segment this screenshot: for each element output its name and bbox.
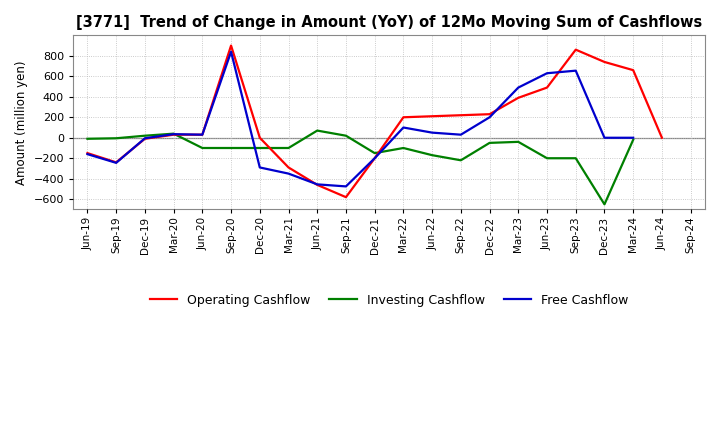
Operating Cashflow xyxy=(428,114,436,119)
Free Cashflow xyxy=(256,165,264,170)
Operating Cashflow xyxy=(399,115,408,120)
Investing Cashflow xyxy=(629,137,637,143)
Investing Cashflow xyxy=(341,133,350,138)
Investing Cashflow xyxy=(112,136,120,141)
Line: Operating Cashflow: Operating Cashflow xyxy=(87,46,662,197)
Operating Cashflow xyxy=(657,135,666,140)
Investing Cashflow xyxy=(256,145,264,150)
Operating Cashflow xyxy=(514,95,523,100)
Operating Cashflow xyxy=(313,182,322,187)
Investing Cashflow xyxy=(485,140,494,146)
Operating Cashflow xyxy=(572,47,580,52)
Operating Cashflow xyxy=(629,67,637,73)
Operating Cashflow xyxy=(198,132,207,137)
Free Cashflow xyxy=(370,156,379,161)
Investing Cashflow xyxy=(169,131,178,136)
Investing Cashflow xyxy=(83,136,91,141)
Investing Cashflow xyxy=(543,156,552,161)
Line: Free Cashflow: Free Cashflow xyxy=(87,52,633,187)
Free Cashflow xyxy=(543,70,552,76)
Operating Cashflow xyxy=(600,59,609,65)
Investing Cashflow xyxy=(227,145,235,150)
Y-axis label: Amount (million yen): Amount (million yen) xyxy=(15,60,28,185)
Operating Cashflow xyxy=(140,136,149,141)
Title: [3771]  Trend of Change in Amount (YoY) of 12Mo Moving Sum of Cashflows: [3771] Trend of Change in Amount (YoY) o… xyxy=(76,15,702,30)
Free Cashflow xyxy=(198,132,207,137)
Operating Cashflow xyxy=(341,194,350,200)
Investing Cashflow xyxy=(140,133,149,138)
Free Cashflow xyxy=(600,135,609,140)
Operating Cashflow xyxy=(284,165,293,170)
Operating Cashflow xyxy=(83,150,91,156)
Free Cashflow xyxy=(140,136,149,141)
Investing Cashflow xyxy=(284,145,293,150)
Investing Cashflow xyxy=(313,128,322,133)
Legend: Operating Cashflow, Investing Cashflow, Free Cashflow: Operating Cashflow, Investing Cashflow, … xyxy=(145,289,634,312)
Free Cashflow xyxy=(313,182,322,187)
Free Cashflow xyxy=(227,49,235,55)
Line: Investing Cashflow: Investing Cashflow xyxy=(87,131,633,204)
Investing Cashflow xyxy=(456,158,465,163)
Investing Cashflow xyxy=(370,150,379,156)
Free Cashflow xyxy=(284,171,293,176)
Operating Cashflow xyxy=(485,112,494,117)
Operating Cashflow xyxy=(256,135,264,140)
Operating Cashflow xyxy=(543,85,552,90)
Operating Cashflow xyxy=(370,156,379,161)
Free Cashflow xyxy=(456,132,465,137)
Free Cashflow xyxy=(169,132,178,137)
Operating Cashflow xyxy=(112,160,120,165)
Free Cashflow xyxy=(629,135,637,140)
Free Cashflow xyxy=(514,85,523,90)
Free Cashflow xyxy=(572,68,580,73)
Free Cashflow xyxy=(341,184,350,189)
Investing Cashflow xyxy=(514,139,523,144)
Investing Cashflow xyxy=(399,145,408,150)
Free Cashflow xyxy=(485,115,494,120)
Free Cashflow xyxy=(83,151,91,157)
Free Cashflow xyxy=(112,160,120,165)
Investing Cashflow xyxy=(600,202,609,207)
Operating Cashflow xyxy=(456,113,465,118)
Operating Cashflow xyxy=(169,132,178,137)
Investing Cashflow xyxy=(428,153,436,158)
Operating Cashflow xyxy=(227,43,235,48)
Free Cashflow xyxy=(428,130,436,135)
Free Cashflow xyxy=(399,125,408,130)
Investing Cashflow xyxy=(198,145,207,150)
Investing Cashflow xyxy=(572,156,580,161)
